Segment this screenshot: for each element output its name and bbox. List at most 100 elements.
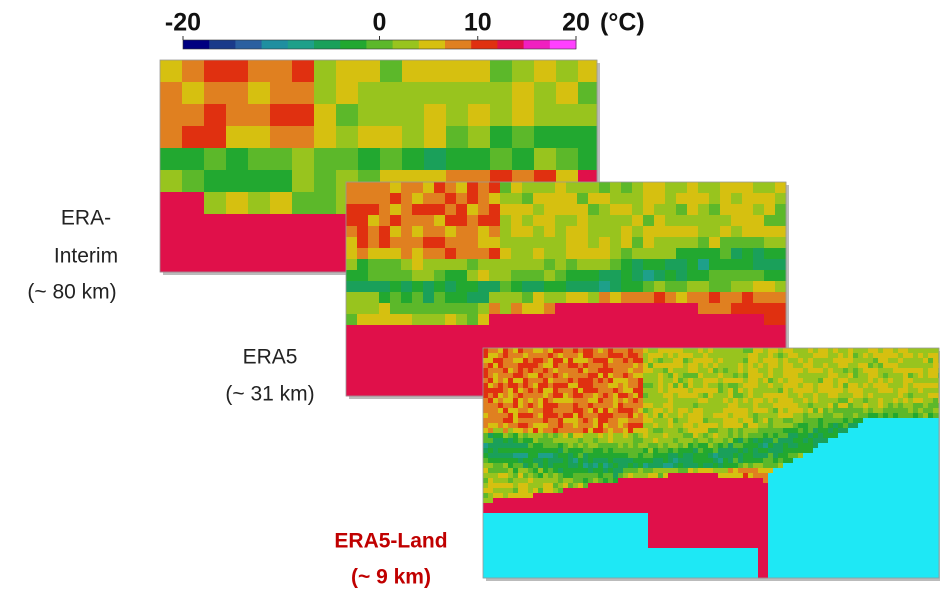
map-cell <box>523 348 528 353</box>
map-cell <box>603 458 608 463</box>
map-cell <box>903 518 908 523</box>
map-cell <box>728 513 733 518</box>
map-cell <box>673 488 678 493</box>
map-cell <box>903 478 908 483</box>
map-cell <box>498 528 503 533</box>
map-cell <box>538 368 543 373</box>
map-cell <box>753 448 758 453</box>
map-cell <box>888 528 893 533</box>
map-cell <box>623 353 628 358</box>
map-cell <box>713 503 718 508</box>
map-cell <box>768 373 773 378</box>
map-cell <box>598 373 603 378</box>
map-cell <box>863 523 868 528</box>
map-cell <box>513 393 518 398</box>
map-cell <box>668 413 673 418</box>
map-cell <box>598 463 603 468</box>
map-cell <box>873 498 878 503</box>
map-cell <box>513 548 518 553</box>
map-cell <box>593 483 598 488</box>
map-cell <box>598 403 603 408</box>
map-cell <box>908 363 913 368</box>
map-cell <box>748 488 753 493</box>
map-cell <box>833 543 838 548</box>
map-cell <box>878 378 883 383</box>
map-cell <box>623 393 628 398</box>
map-cell <box>848 493 853 498</box>
map-cell <box>658 473 663 478</box>
map-cell <box>633 518 638 523</box>
map-cell <box>798 513 803 518</box>
map-cell <box>678 428 683 433</box>
map-cell <box>823 428 828 433</box>
map-cell <box>522 325 533 336</box>
map-cell <box>903 353 908 358</box>
map-cell <box>913 458 918 463</box>
map-cell <box>368 380 379 391</box>
map-cell <box>731 336 742 347</box>
map-cell <box>843 443 848 448</box>
map-cell <box>733 368 738 373</box>
map-cell <box>775 182 786 193</box>
map-cell <box>848 488 853 493</box>
map-cell <box>658 398 663 403</box>
map-cell <box>788 448 793 453</box>
map-cell <box>678 553 683 558</box>
map-cell <box>608 358 613 363</box>
map-cell <box>828 558 833 563</box>
map-cell <box>483 488 488 493</box>
map-cell <box>698 428 703 433</box>
map-cell <box>898 483 903 488</box>
map-cell <box>788 438 793 443</box>
map-cell <box>498 553 503 558</box>
map-cell <box>489 226 500 237</box>
map-cell <box>898 388 903 393</box>
map-cell <box>883 428 888 433</box>
map-cell <box>873 463 878 468</box>
map-cell <box>568 408 573 413</box>
map-cell <box>878 353 883 358</box>
map-cell <box>748 433 753 438</box>
map-cell <box>933 553 938 558</box>
map-cell <box>908 478 913 483</box>
map-cell <box>833 553 838 558</box>
map-cell <box>933 423 938 428</box>
map-cell <box>623 378 628 383</box>
map-cell <box>633 528 638 533</box>
map-cell <box>568 518 573 523</box>
map-cell <box>568 533 573 538</box>
map-cell <box>923 388 928 393</box>
map-cell <box>598 448 603 453</box>
map-cell <box>653 368 658 373</box>
map-cell <box>718 523 723 528</box>
map-cell <box>314 104 336 126</box>
map-cell <box>673 528 678 533</box>
map-cell <box>578 553 583 558</box>
map-cell <box>908 483 913 488</box>
map-cell <box>638 543 643 548</box>
map-cell <box>718 388 723 393</box>
map-cell <box>588 433 593 438</box>
map-cell <box>538 498 543 503</box>
map-cell <box>763 358 768 363</box>
map-cell <box>703 463 708 468</box>
map-cell <box>578 403 583 408</box>
map-cell <box>503 548 508 553</box>
map-cell <box>553 438 558 443</box>
map-cell <box>608 508 613 513</box>
map-cell <box>618 448 623 453</box>
map-cell <box>538 523 543 528</box>
map-cell <box>543 513 548 518</box>
map-cell <box>738 408 743 413</box>
map-cell <box>566 303 577 314</box>
map-cell <box>503 393 508 398</box>
map-cell <box>788 503 793 508</box>
map-cell <box>933 558 938 563</box>
map-cell <box>456 226 467 237</box>
map-cell <box>668 513 673 518</box>
map-cell <box>713 448 718 453</box>
map-cell <box>713 458 718 463</box>
map-cell <box>828 468 833 473</box>
map-cell <box>778 378 783 383</box>
map-cell <box>808 363 813 368</box>
